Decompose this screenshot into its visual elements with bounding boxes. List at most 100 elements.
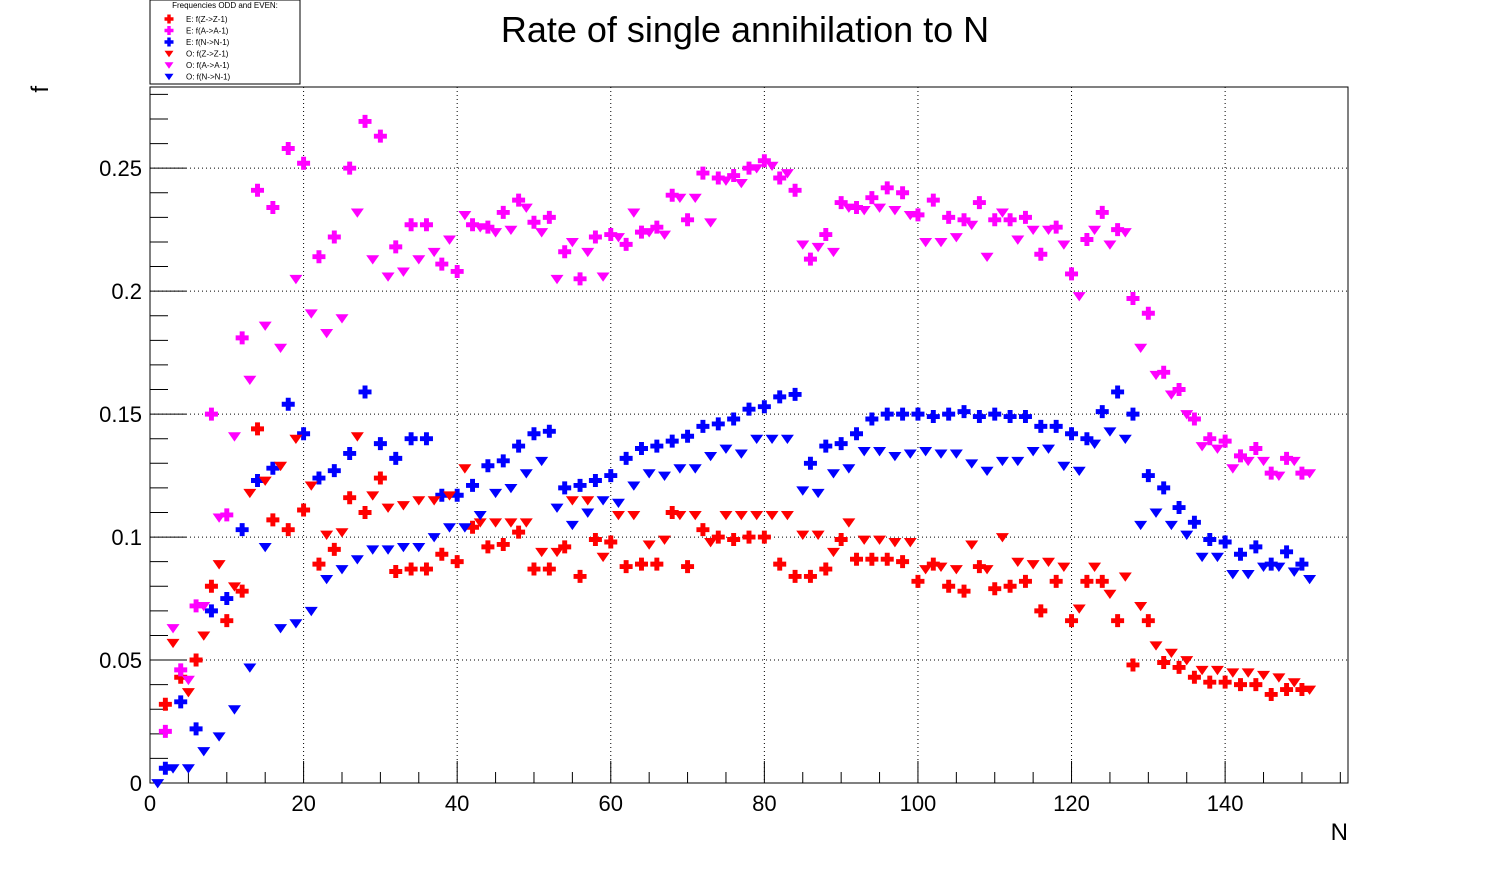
- data-point: [558, 481, 572, 495]
- x-tick-label: 60: [599, 791, 623, 816]
- data-point: [857, 535, 871, 545]
- data-point: [565, 496, 579, 506]
- data-point: [788, 569, 802, 583]
- data-point: [458, 464, 472, 474]
- data-point: [727, 169, 741, 183]
- data-point: [1111, 614, 1125, 628]
- data-point: [1295, 466, 1309, 480]
- data-point: [1026, 447, 1040, 457]
- data-point: [1264, 687, 1278, 701]
- data-point: [227, 432, 241, 442]
- data-point: [1295, 683, 1309, 697]
- data-point: [381, 503, 395, 513]
- data-point: [1057, 240, 1071, 250]
- data-point: [1134, 520, 1148, 531]
- data-point: [166, 764, 180, 774]
- data-point: [965, 459, 979, 469]
- data-point: [289, 434, 303, 445]
- data-point: [1149, 508, 1163, 518]
- data-point: [327, 542, 341, 556]
- data-point: [473, 518, 487, 528]
- data-point: [1157, 655, 1171, 669]
- data-point: [243, 488, 257, 499]
- data-point: [1287, 567, 1301, 577]
- data-point: [803, 252, 817, 266]
- data-point: [1164, 648, 1178, 659]
- data-point: [496, 537, 510, 551]
- data-point: [550, 274, 564, 285]
- data-point: [535, 456, 549, 467]
- data-point: [811, 488, 825, 499]
- data-point: [573, 272, 587, 286]
- data-point: [542, 562, 556, 576]
- data-point: [619, 451, 633, 465]
- data-point: [588, 533, 602, 547]
- data-point: [527, 427, 541, 441]
- legend-marker: [164, 26, 174, 35]
- data-point: [1157, 481, 1171, 495]
- data-point: [1049, 419, 1063, 433]
- legend-marker: [164, 62, 174, 69]
- data-point: [489, 228, 503, 238]
- data-point: [1172, 660, 1186, 674]
- data-point: [972, 560, 986, 574]
- data-point: [312, 250, 326, 264]
- data-point: [1026, 225, 1040, 236]
- data-point: [243, 663, 257, 673]
- data-point: [611, 233, 625, 243]
- data-point: [1034, 247, 1048, 261]
- data-point: [1172, 501, 1186, 515]
- data-point: [850, 201, 864, 215]
- data-point: [888, 206, 902, 216]
- data-point: [419, 432, 433, 446]
- data-point: [381, 545, 395, 555]
- data-point: [780, 510, 794, 521]
- data-point: [773, 390, 787, 404]
- data-point: [911, 574, 925, 588]
- data-point: [926, 557, 940, 571]
- data-point: [1195, 665, 1209, 676]
- data-point: [673, 464, 687, 474]
- data-point: [297, 503, 311, 517]
- data-point: [297, 156, 311, 170]
- data-point: [880, 407, 894, 421]
- axis-ticks: 0 20 40 60 80 100 120 140 0 0.05 0.1 0.15 0.2 0.25: [99, 93, 1341, 816]
- data-point: [665, 434, 679, 448]
- data-point: [681, 560, 695, 574]
- data-point: [1018, 574, 1032, 588]
- data-point: [926, 410, 940, 424]
- legend-marker: [164, 50, 174, 58]
- data-point: [650, 557, 664, 571]
- data-point: [634, 442, 648, 456]
- data-point: [189, 722, 203, 736]
- data-point: [811, 242, 825, 253]
- data-point: [535, 547, 549, 558]
- x-tick-label: 40: [445, 791, 469, 816]
- data-point: [327, 464, 341, 478]
- y-axis-title: f: [27, 86, 54, 93]
- data-point: [373, 129, 387, 143]
- data-point: [258, 321, 272, 331]
- legend-title: Frequencies ODD and EVEN:: [172, 1, 278, 10]
- x-axis-title: N: [1331, 819, 1348, 846]
- data-point: [711, 530, 725, 544]
- data-point: [166, 624, 180, 634]
- data-point: [1065, 427, 1079, 441]
- data-point: [466, 478, 480, 492]
- data-point: [366, 545, 380, 555]
- data-point: [243, 375, 257, 386]
- data-point: [658, 471, 672, 481]
- data-point: [1118, 434, 1132, 445]
- data-point: [542, 210, 556, 224]
- legend-entry-label: O: f(A->A-1): [186, 61, 230, 70]
- data-point: [350, 432, 364, 442]
- data-point: [419, 562, 433, 576]
- data-points: [151, 114, 1317, 789]
- data-point: [396, 542, 410, 553]
- data-point: [158, 761, 172, 775]
- data-point: [1226, 464, 1240, 474]
- data-point: [1257, 562, 1271, 572]
- series-e-f-z-z-1-: [158, 422, 1309, 711]
- data-point: [1134, 343, 1148, 354]
- data-point: [343, 161, 357, 175]
